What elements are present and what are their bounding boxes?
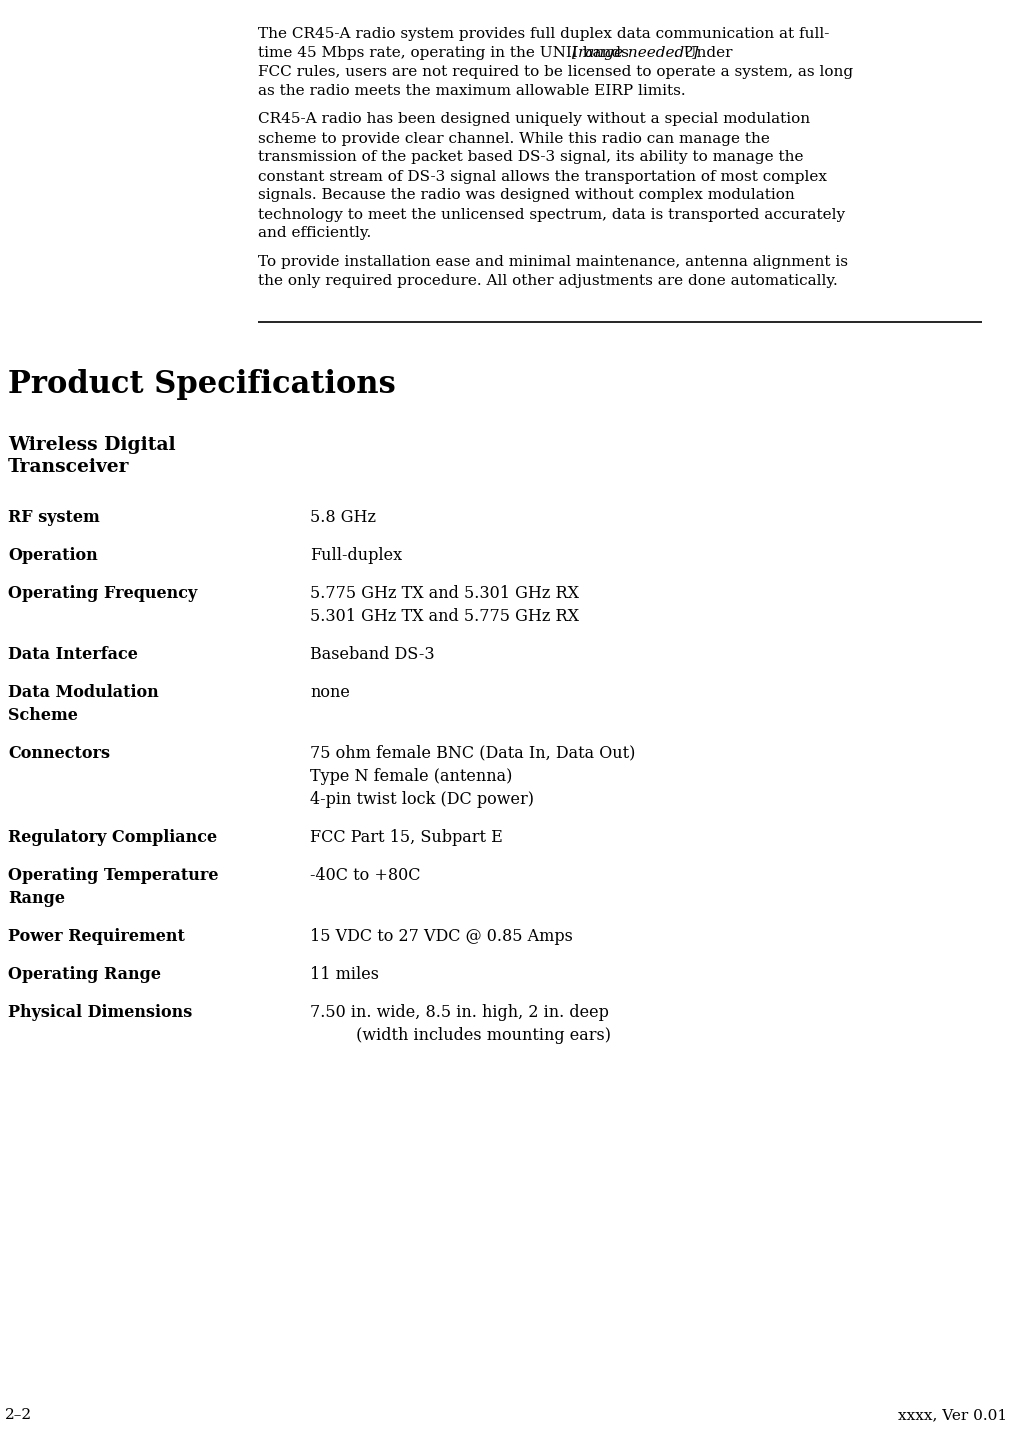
- Text: Data Modulation: Data Modulation: [8, 684, 159, 701]
- Text: 75 ohm female BNC (Data In, Data Out): 75 ohm female BNC (Data In, Data Out): [309, 744, 635, 762]
- Text: . Under: . Under: [673, 46, 732, 60]
- Text: technology to meet the unlicensed spectrum, data is transported accurately: technology to meet the unlicensed spectr…: [258, 207, 844, 222]
- Text: FCC Part 15, Subpart E: FCC Part 15, Subpart E: [309, 829, 502, 845]
- Text: scheme to provide clear channel. While this radio can manage the: scheme to provide clear channel. While t…: [258, 131, 769, 145]
- Text: RF system: RF system: [8, 510, 100, 526]
- Text: and efficiently.: and efficiently.: [258, 226, 371, 240]
- Text: xxxx, Ver 0.01: xxxx, Ver 0.01: [897, 1408, 1006, 1423]
- Text: Range: Range: [8, 890, 65, 907]
- Text: Full-duplex: Full-duplex: [309, 547, 401, 564]
- Text: Operation: Operation: [8, 547, 98, 564]
- Text: Power Requirement: Power Requirement: [8, 927, 185, 945]
- Text: Product Specifications: Product Specifications: [8, 369, 395, 400]
- Text: [range needed?]: [range needed?]: [571, 46, 698, 60]
- Text: 2–2: 2–2: [5, 1408, 32, 1423]
- Text: Scheme: Scheme: [8, 707, 78, 724]
- Text: Data Interface: Data Interface: [8, 647, 137, 662]
- Text: Baseband DS-3: Baseband DS-3: [309, 647, 434, 662]
- Text: Type N female (antenna): Type N female (antenna): [309, 768, 512, 785]
- Text: CR45-A radio has been designed uniquely without a special modulation: CR45-A radio has been designed uniquely …: [258, 112, 810, 127]
- Text: none: none: [309, 684, 350, 701]
- Text: Operating Temperature: Operating Temperature: [8, 867, 218, 884]
- Text: constant stream of DS-3 signal allows the transportation of most complex: constant stream of DS-3 signal allows th…: [258, 170, 826, 183]
- Text: Physical Dimensions: Physical Dimensions: [8, 1004, 192, 1021]
- Text: Wireless Digital: Wireless Digital: [8, 435, 176, 454]
- Text: Operating Frequency: Operating Frequency: [8, 585, 197, 602]
- Text: To provide installation ease and minimal maintenance, antenna alignment is: To provide installation ease and minimal…: [258, 255, 847, 269]
- Text: as the radio meets the maximum allowable EIRP limits.: as the radio meets the maximum allowable…: [258, 84, 684, 98]
- Text: 5.775 GHz TX and 5.301 GHz RX: 5.775 GHz TX and 5.301 GHz RX: [309, 585, 578, 602]
- Text: Regulatory Compliance: Regulatory Compliance: [8, 829, 217, 845]
- Text: signals. Because the radio was designed without complex modulation: signals. Because the radio was designed …: [258, 189, 794, 203]
- Text: Transceiver: Transceiver: [8, 458, 129, 477]
- Text: time 45 Mbps rate, operating in the UNII bands: time 45 Mbps rate, operating in the UNII…: [258, 46, 628, 60]
- Text: 15 VDC to 27 VDC @ 0.85 Amps: 15 VDC to 27 VDC @ 0.85 Amps: [309, 927, 572, 945]
- Text: (width includes mounting ears): (width includes mounting ears): [309, 1027, 611, 1044]
- Text: -40C to +80C: -40C to +80C: [309, 867, 421, 884]
- Text: Operating Range: Operating Range: [8, 966, 161, 982]
- Text: Connectors: Connectors: [8, 744, 110, 762]
- Text: The CR45-A radio system provides full duplex data communication at full-: The CR45-A radio system provides full du…: [258, 27, 829, 40]
- Text: 11 miles: 11 miles: [309, 966, 379, 982]
- Text: 7.50 in. wide, 8.5 in. high, 2 in. deep: 7.50 in. wide, 8.5 in. high, 2 in. deep: [309, 1004, 609, 1021]
- Text: 4-pin twist lock (DC power): 4-pin twist lock (DC power): [309, 791, 534, 808]
- Text: transmission of the packet based DS‑3 signal, its ability to manage the: transmission of the packet based DS‑3 si…: [258, 151, 803, 164]
- Text: 5.301 GHz TX and 5.775 GHz RX: 5.301 GHz TX and 5.775 GHz RX: [309, 608, 578, 625]
- Text: the only required procedure. All other adjustments are done automatically.: the only required procedure. All other a…: [258, 274, 837, 288]
- Text: 5.8 GHz: 5.8 GHz: [309, 510, 376, 526]
- Text: FCC rules, users are not required to be licensed to operate a system, as long: FCC rules, users are not required to be …: [258, 65, 852, 79]
